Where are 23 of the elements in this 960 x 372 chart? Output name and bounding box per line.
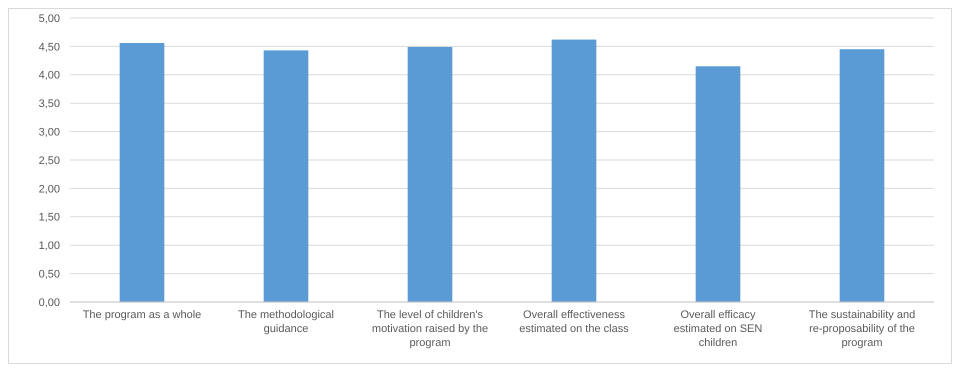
x-tick-label: The methodological guidance	[238, 309, 334, 335]
bar	[120, 42, 164, 302]
x-tick-label: The level of children's motivation raised by the program	[372, 309, 488, 349]
x-tick-label: The program as a whole	[82, 309, 202, 321]
x-tick-label: Overall efficacy estimated on SEN children	[674, 309, 762, 349]
y-tick-label: 3,50	[38, 98, 60, 110]
y-tick-label: 5,00	[38, 12, 60, 25]
y-tick-label: 3,00	[38, 126, 60, 138]
y-tick-label: 1,50	[38, 212, 60, 224]
y-tick-label: 4,50	[38, 41, 60, 54]
y-tick-label: 1,00	[38, 240, 60, 252]
bar	[408, 46, 452, 302]
x-tick-label: The sustainability and re-proposability of the program	[808, 309, 916, 349]
bar	[696, 66, 740, 302]
y-tick-label: 2,00	[38, 183, 60, 196]
bar	[840, 49, 884, 302]
y-tick-label: 0,00	[38, 296, 60, 309]
x-tick-label: Overall effectiveness estimated on the class	[519, 309, 630, 335]
bar	[264, 50, 308, 302]
y-tick-label: 4,00	[38, 70, 60, 82]
y-tick-label: 2,50	[38, 154, 60, 167]
bar	[552, 40, 596, 302]
y-tick-label: 0,50	[38, 268, 60, 280]
